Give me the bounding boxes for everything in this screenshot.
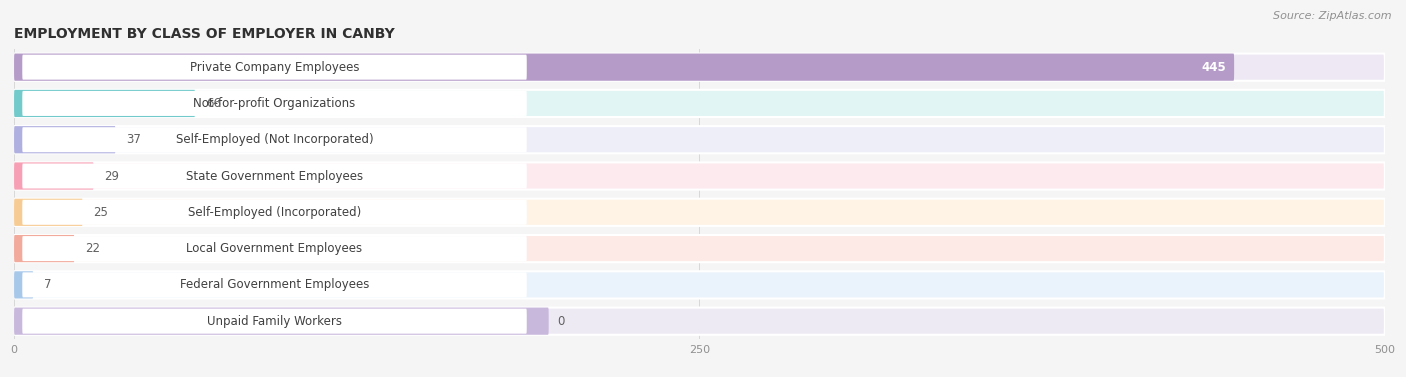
FancyBboxPatch shape — [14, 162, 94, 190]
FancyBboxPatch shape — [14, 54, 1385, 81]
Text: Not-for-profit Organizations: Not-for-profit Organizations — [194, 97, 356, 110]
Text: Federal Government Employees: Federal Government Employees — [180, 278, 370, 291]
Text: 37: 37 — [127, 133, 142, 146]
FancyBboxPatch shape — [14, 126, 1385, 153]
FancyBboxPatch shape — [14, 199, 83, 226]
FancyBboxPatch shape — [22, 55, 527, 80]
Text: 29: 29 — [104, 170, 120, 182]
Text: 66: 66 — [207, 97, 221, 110]
FancyBboxPatch shape — [14, 308, 1385, 335]
Text: 0: 0 — [557, 315, 564, 328]
FancyBboxPatch shape — [14, 90, 195, 117]
Text: Self-Employed (Not Incorporated): Self-Employed (Not Incorporated) — [176, 133, 374, 146]
FancyBboxPatch shape — [22, 309, 527, 334]
FancyBboxPatch shape — [22, 127, 527, 152]
FancyBboxPatch shape — [14, 235, 75, 262]
Text: 22: 22 — [86, 242, 100, 255]
FancyBboxPatch shape — [14, 54, 1234, 81]
Text: EMPLOYMENT BY CLASS OF EMPLOYER IN CANBY: EMPLOYMENT BY CLASS OF EMPLOYER IN CANBY — [14, 27, 395, 41]
FancyBboxPatch shape — [14, 308, 548, 335]
Text: Source: ZipAtlas.com: Source: ZipAtlas.com — [1274, 11, 1392, 21]
FancyBboxPatch shape — [22, 91, 527, 116]
Text: State Government Employees: State Government Employees — [186, 170, 363, 182]
FancyBboxPatch shape — [14, 235, 1385, 262]
FancyBboxPatch shape — [22, 272, 527, 297]
FancyBboxPatch shape — [14, 199, 1385, 226]
FancyBboxPatch shape — [14, 162, 1385, 190]
Text: 445: 445 — [1201, 61, 1226, 74]
Text: Local Government Employees: Local Government Employees — [187, 242, 363, 255]
Text: 7: 7 — [44, 278, 52, 291]
FancyBboxPatch shape — [22, 164, 527, 188]
FancyBboxPatch shape — [22, 236, 527, 261]
Text: 25: 25 — [94, 206, 108, 219]
Text: Self-Employed (Incorporated): Self-Employed (Incorporated) — [188, 206, 361, 219]
FancyBboxPatch shape — [14, 90, 1385, 117]
FancyBboxPatch shape — [14, 271, 34, 299]
FancyBboxPatch shape — [22, 200, 527, 225]
Text: Private Company Employees: Private Company Employees — [190, 61, 360, 74]
Text: Unpaid Family Workers: Unpaid Family Workers — [207, 315, 342, 328]
FancyBboxPatch shape — [14, 271, 1385, 299]
FancyBboxPatch shape — [14, 126, 115, 153]
